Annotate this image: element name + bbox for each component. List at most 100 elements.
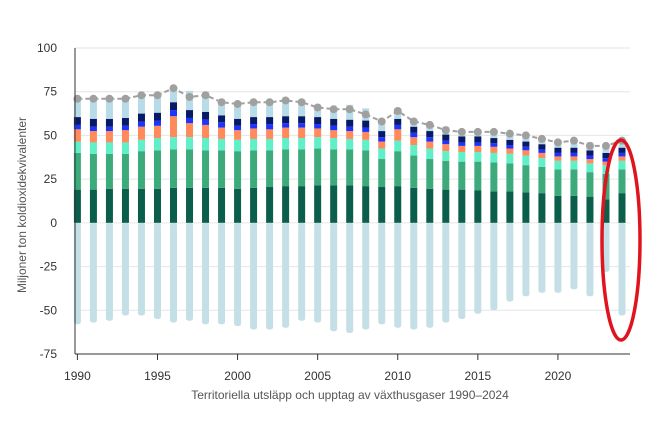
bar-segment [170, 187, 178, 223]
bar-segment [554, 156, 562, 161]
bar-segment [554, 147, 562, 153]
bar-segment [490, 146, 498, 153]
bar-negative [554, 222, 562, 293]
bar-segment [282, 149, 290, 187]
bar-segment [314, 185, 322, 223]
bar-segment [410, 132, 418, 138]
bar-negative [458, 222, 466, 320]
bar-segment [218, 150, 226, 188]
net-point [137, 91, 146, 100]
bar-segment [346, 119, 354, 127]
bar-segment [586, 150, 594, 156]
bar-segment [105, 188, 113, 223]
x-tick-label: 2005 [304, 369, 331, 383]
bar-segment [266, 150, 274, 188]
bar-segment [330, 125, 338, 131]
bar-segment [89, 99, 97, 119]
bar-segment [538, 149, 546, 153]
bar-segment [137, 126, 145, 140]
bar-segment [218, 122, 226, 128]
net-point [297, 98, 306, 107]
bar-segment [474, 142, 482, 146]
y-tick-label: -75 [40, 347, 58, 361]
bar-segment [378, 122, 386, 132]
net-point [185, 92, 194, 101]
bar-segment [474, 152, 482, 162]
bar-segment [250, 124, 258, 129]
bar-segment [346, 126, 354, 132]
net-point [345, 105, 354, 114]
net-point [473, 127, 482, 136]
bar-negative [137, 222, 145, 316]
bar-segment [330, 149, 338, 186]
bar-segment [121, 153, 129, 189]
bar-segment [170, 110, 178, 117]
bar-segment [266, 117, 274, 125]
net-point [505, 129, 514, 138]
bar-segment [618, 147, 626, 153]
net-point [217, 98, 226, 107]
bar-negative [250, 222, 258, 330]
bar-segment [250, 150, 258, 188]
bar-segment [442, 151, 450, 161]
bar-segment [250, 187, 258, 223]
bar-negative [506, 222, 514, 302]
bars [73, 89, 626, 334]
bar-segment [234, 125, 242, 131]
net-point [233, 99, 242, 108]
bar-segment [426, 137, 434, 142]
net-point [281, 96, 290, 105]
bar-negative [538, 222, 546, 293]
bar-segment [458, 136, 466, 143]
net-point [553, 138, 562, 147]
bar-segment [426, 188, 434, 223]
bar-segment [618, 152, 626, 157]
bar-segment [378, 131, 386, 138]
bar-segment [394, 140, 402, 152]
bar-segment [346, 131, 354, 139]
bar-segment [410, 145, 418, 156]
bar-negative [394, 222, 402, 328]
bar-segment [137, 188, 145, 223]
net-point [313, 103, 322, 112]
bar-segment [522, 165, 530, 193]
bar-negative [234, 222, 242, 327]
bar-segment [442, 140, 450, 145]
bar-segment [105, 98, 113, 119]
bar-segment [554, 160, 562, 170]
bar-segment [330, 118, 338, 126]
bar-segment [506, 148, 514, 154]
y-tick-label: 50 [44, 128, 58, 142]
bar-segment [602, 161, 610, 166]
bar-negative [378, 222, 386, 325]
bar-segment [314, 117, 322, 125]
bar-segment [202, 91, 210, 112]
bar-segment [346, 185, 354, 223]
bar-segment [410, 137, 418, 146]
bar-segment [570, 169, 578, 196]
bar-segment [490, 138, 498, 144]
bar-negative [153, 222, 161, 320]
bar-negative [298, 222, 306, 321]
bar-segment [282, 186, 290, 223]
bar-negative [314, 222, 322, 323]
bar-segment [346, 149, 354, 186]
bar-segment [89, 153, 97, 190]
bar-segment [490, 152, 498, 163]
bar-segment [586, 172, 594, 197]
bar-segment [538, 152, 546, 159]
bar-segment [298, 127, 306, 139]
bar-segment [570, 160, 578, 170]
bar-segment [458, 142, 466, 146]
bar-segment [153, 150, 161, 189]
x-tick-label: 2000 [224, 369, 251, 383]
bar-segment [170, 137, 178, 150]
y-tick-label: 0 [50, 216, 57, 230]
bar-segment [73, 141, 81, 153]
bar-segment [410, 187, 418, 223]
bar-segment [314, 137, 322, 149]
bar-segment [73, 124, 81, 130]
bar-negative [474, 222, 482, 314]
bar-segment [266, 187, 274, 223]
bar-segment [362, 186, 370, 223]
